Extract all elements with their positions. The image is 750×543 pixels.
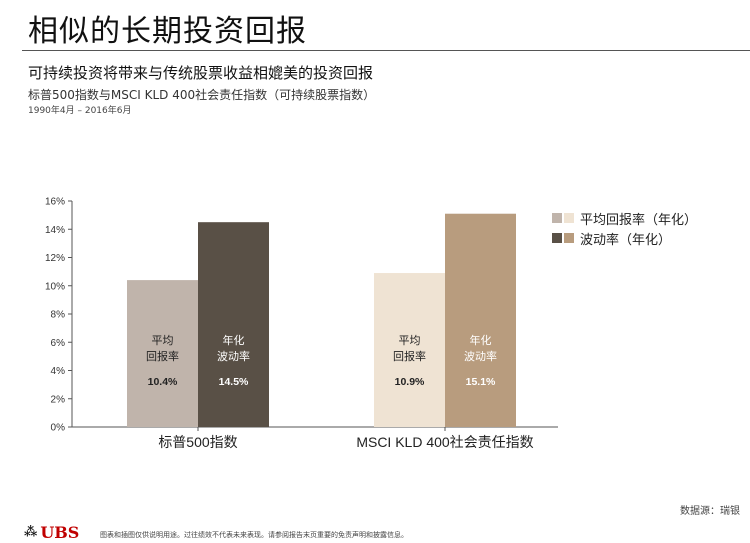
legend-swatch bbox=[552, 213, 562, 223]
logo-text: UBS bbox=[40, 523, 80, 542]
y-tick-label: 6% bbox=[51, 338, 66, 349]
bar-label: 平均 bbox=[399, 334, 421, 347]
bar bbox=[127, 280, 198, 427]
bar-label: 平均 bbox=[152, 334, 174, 347]
chart-legend: 平均回报率（年化） 波动率（年化） bbox=[552, 208, 697, 248]
bar bbox=[374, 273, 445, 427]
y-tick-label: 14% bbox=[45, 225, 65, 236]
legend-label: 波动率（年化） bbox=[580, 232, 672, 248]
y-tick-label: 8% bbox=[51, 310, 66, 321]
legend-swatch bbox=[564, 233, 574, 243]
bar-label: 回报率 bbox=[393, 349, 426, 363]
y-tick-label: 0% bbox=[51, 423, 66, 434]
bar-label: 年化 bbox=[470, 333, 492, 347]
legend-item-return: 平均回报率（年化） bbox=[552, 208, 697, 228]
keys-icon: ⁂ bbox=[24, 525, 38, 540]
x-tick-label: 标普500指数 bbox=[158, 434, 237, 450]
subtitle: 可持续投资将带来与传统股票收益相媲美的投资回报 bbox=[28, 64, 374, 82]
data-label: 14.5% bbox=[219, 376, 249, 388]
y-tick-label: 4% bbox=[51, 366, 66, 377]
date-range: 1990年4月 – 2016年6月 bbox=[28, 106, 132, 116]
legend-swatch bbox=[552, 233, 562, 243]
y-tick-label: 12% bbox=[45, 253, 65, 264]
data-label: 10.4% bbox=[148, 376, 178, 388]
bar bbox=[445, 213, 516, 427]
y-tick-label: 2% bbox=[51, 394, 66, 405]
chart-title: 标普500指数与MSCI KLD 400社会责任指数（可持续股票指数） bbox=[28, 88, 376, 102]
legend-item-volatility: 波动率（年化） bbox=[552, 228, 697, 248]
title-divider bbox=[22, 50, 750, 51]
data-label: 15.1% bbox=[466, 376, 496, 388]
bar-label: 波动率 bbox=[464, 349, 497, 363]
data-label: 10.9% bbox=[395, 376, 425, 388]
bar-label: 年化 bbox=[223, 333, 245, 347]
bar-label: 回报率 bbox=[146, 349, 179, 363]
x-tick-label: MSCI KLD 400社会责任指数 bbox=[356, 434, 533, 450]
bar-chart: 0% 2% 4% 6% 8% 10% 12% 14% 16% 标普500指数 平均回报率 10.4% 年… bbox=[45, 197, 558, 450]
ubs-logo: ⁂ UBS bbox=[24, 523, 79, 542]
legend-label: 平均回报率（年化） bbox=[580, 212, 698, 228]
bar bbox=[198, 222, 269, 427]
data-source: 数据源：瑞银 bbox=[680, 506, 740, 517]
y-tick-label: 16% bbox=[45, 197, 65, 208]
bar-label: 波动率 bbox=[217, 349, 250, 363]
legend-swatch bbox=[564, 213, 574, 223]
page-title: 相似的长期投资回报 bbox=[28, 14, 307, 49]
y-tick-label: 10% bbox=[45, 281, 65, 292]
disclaimer: 图表和插图仅供说明用途。过往绩效不代表未来表现。请参阅报告末页重要的免责声明和披… bbox=[100, 531, 408, 539]
